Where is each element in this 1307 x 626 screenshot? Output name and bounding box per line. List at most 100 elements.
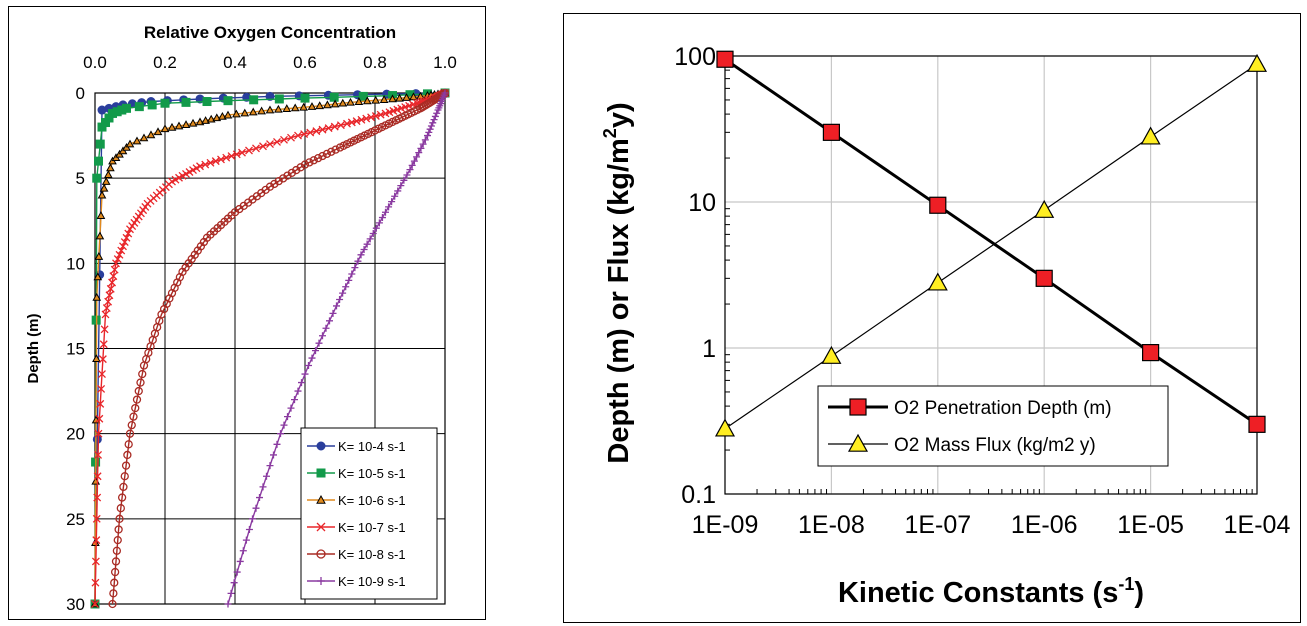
data-point [270, 451, 277, 459]
data-point [343, 119, 351, 128]
data-point [94, 156, 103, 166]
series-6 [224, 89, 449, 608]
data-point [153, 127, 163, 136]
data-point [299, 102, 308, 111]
data-point [822, 123, 840, 141]
data-point [112, 546, 122, 555]
data-point [110, 567, 120, 577]
y-tick-label: 30 [66, 595, 85, 614]
x-tick-label: 0.6 [293, 53, 317, 72]
data-point [376, 110, 385, 119]
data-point [397, 182, 405, 190]
y-tick-label: 15 [66, 340, 85, 359]
y-axis-label: Depth (m) [25, 314, 42, 384]
data-point [201, 160, 210, 169]
y-tick-label: 25 [66, 510, 85, 529]
data-point [403, 171, 411, 179]
data-point [367, 113, 376, 122]
data-point [1035, 269, 1053, 287]
x-tick-label: 0.2 [153, 53, 177, 72]
data-point [249, 515, 256, 523]
x-tick-label: 1.0 [433, 53, 457, 72]
y-tick-label: 10 [66, 254, 85, 273]
x-tick-label: 1E-05 [1117, 511, 1184, 539]
data-point [265, 105, 275, 114]
legend-marker [316, 549, 326, 559]
legend-entry: K= 10-6 s-1 [338, 493, 406, 508]
plot-area [724, 55, 1258, 495]
data-point [274, 94, 284, 104]
data-point [114, 525, 123, 534]
data-point [97, 190, 107, 199]
data-point [93, 493, 102, 502]
data-point [342, 283, 350, 291]
data-point [298, 379, 305, 387]
data-point [109, 589, 118, 598]
data-point [105, 291, 114, 300]
data-point [249, 95, 259, 105]
y-tick-label: 10 [688, 189, 716, 217]
data-point [352, 117, 361, 126]
data-point [91, 578, 100, 587]
data-point [433, 109, 441, 117]
data-point [129, 412, 138, 421]
legend-entry: O2 Penetration Depth (m) [894, 398, 1112, 419]
data-point [181, 97, 191, 107]
data-point [120, 238, 129, 247]
data-point [441, 89, 449, 97]
data-point [300, 93, 310, 103]
data-point [248, 107, 258, 116]
data-point [123, 450, 132, 460]
legend-entry: K= 10-8 s-1 [338, 547, 406, 562]
x-axis-label: Kinetic Constants (s-1) [838, 574, 1144, 609]
data-point [290, 103, 300, 112]
data-point [122, 233, 131, 242]
data-point [259, 483, 267, 491]
data-point [227, 589, 235, 597]
data-point [274, 104, 283, 113]
data-point [326, 317, 333, 325]
data-point [174, 121, 184, 130]
data-point [400, 176, 408, 184]
data-point [287, 133, 295, 142]
legend-entry: K= 10-7 s-1 [338, 520, 406, 535]
data-point [252, 144, 260, 153]
data-point [927, 272, 948, 291]
data-point [391, 192, 399, 200]
data-point [294, 387, 302, 395]
data-point [371, 95, 381, 104]
data-point [287, 404, 295, 412]
data-point [125, 139, 135, 148]
x-tick-label: 0.0 [83, 53, 107, 72]
data-point [92, 514, 101, 523]
data-point [409, 92, 418, 101]
data-point [110, 578, 119, 587]
data-point [714, 418, 736, 437]
data-point [98, 370, 106, 379]
data-point [273, 138, 281, 146]
data-point [112, 259, 120, 268]
data-point [425, 128, 433, 136]
legend-entry: K= 10-9 s-1 [338, 574, 406, 589]
data-point [92, 292, 102, 301]
x-tick-label: 1E-06 [1011, 511, 1078, 539]
data-point [312, 347, 319, 355]
legend-entry: K= 10-5 s-1 [338, 466, 406, 481]
data-point [113, 535, 122, 545]
data-point [313, 154, 323, 163]
data-point [188, 118, 198, 127]
data-point [1248, 415, 1266, 433]
data-point [270, 179, 279, 189]
data-point [280, 135, 288, 144]
data-point [273, 440, 281, 448]
data-point [357, 115, 366, 124]
series-5 [108, 88, 450, 609]
data-point [223, 96, 233, 106]
data-point [196, 162, 204, 171]
data-point [282, 104, 292, 112]
legend-marker [847, 433, 869, 452]
data-point [371, 112, 380, 120]
data-point [322, 149, 332, 159]
legend-entry: O2 Mass Flux (kg/m2 y) [894, 435, 1096, 456]
legend-marker [849, 398, 867, 416]
